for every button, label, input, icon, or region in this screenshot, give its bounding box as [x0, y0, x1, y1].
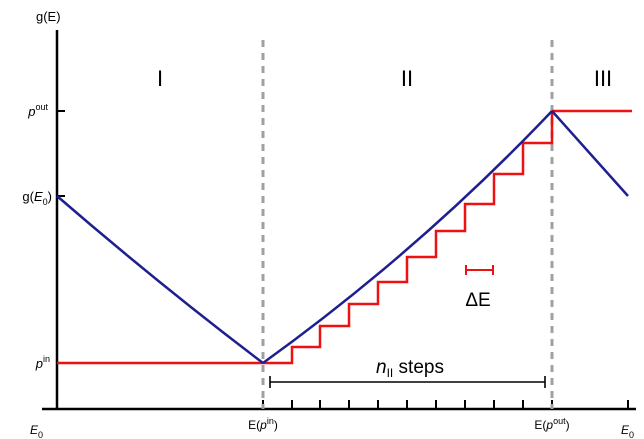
y-axis-label: g(E) [36, 9, 61, 24]
steps-span-bracket [269, 376, 546, 388]
x-tick-label-e-p-out: E(pout) [534, 416, 569, 432]
y-tick-label-g-e0: g(E0) [22, 189, 52, 207]
y-tick-label-p-out: pout [27, 102, 48, 119]
delta-e-marker [465, 265, 494, 275]
region-label-three: III [594, 66, 612, 91]
steps-label: nII steps [376, 357, 444, 380]
region-label-two: II [401, 66, 413, 91]
x-tick-label-e-p-in: E(pin) [248, 416, 278, 432]
navy-curve-right [551, 110, 629, 197]
navy-curve-left [56, 195, 264, 364]
x-tick-marks [262, 400, 629, 409]
y-tick-label-p-in: pin [35, 354, 50, 371]
x-tick-label-e0-right: E0 [621, 423, 634, 439]
delta-e-label: ΔE [465, 290, 490, 311]
region-label-one: I [157, 66, 163, 91]
red-staircase [263, 111, 554, 365]
navy-curve-middle [262, 110, 553, 365]
x-tick-label-e0-left: E0 [30, 423, 43, 439]
